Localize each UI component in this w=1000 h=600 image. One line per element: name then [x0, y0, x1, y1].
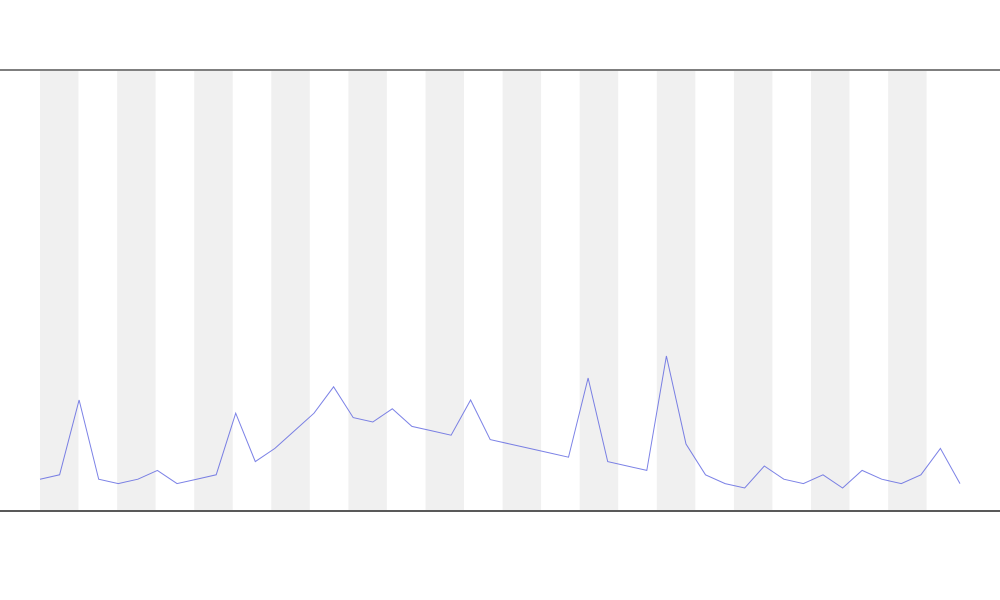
- band: [811, 71, 850, 510]
- band: [194, 71, 233, 510]
- band: [425, 71, 464, 510]
- band: [733, 71, 773, 510]
- band: [271, 71, 310, 510]
- band: [656, 71, 696, 510]
- band: [348, 71, 387, 510]
- band: [502, 71, 542, 510]
- band: [579, 71, 619, 510]
- background-bands: [40, 71, 927, 510]
- band: [888, 71, 927, 510]
- band: [117, 71, 156, 510]
- band: [40, 71, 79, 510]
- data-line: [39, 355, 961, 489]
